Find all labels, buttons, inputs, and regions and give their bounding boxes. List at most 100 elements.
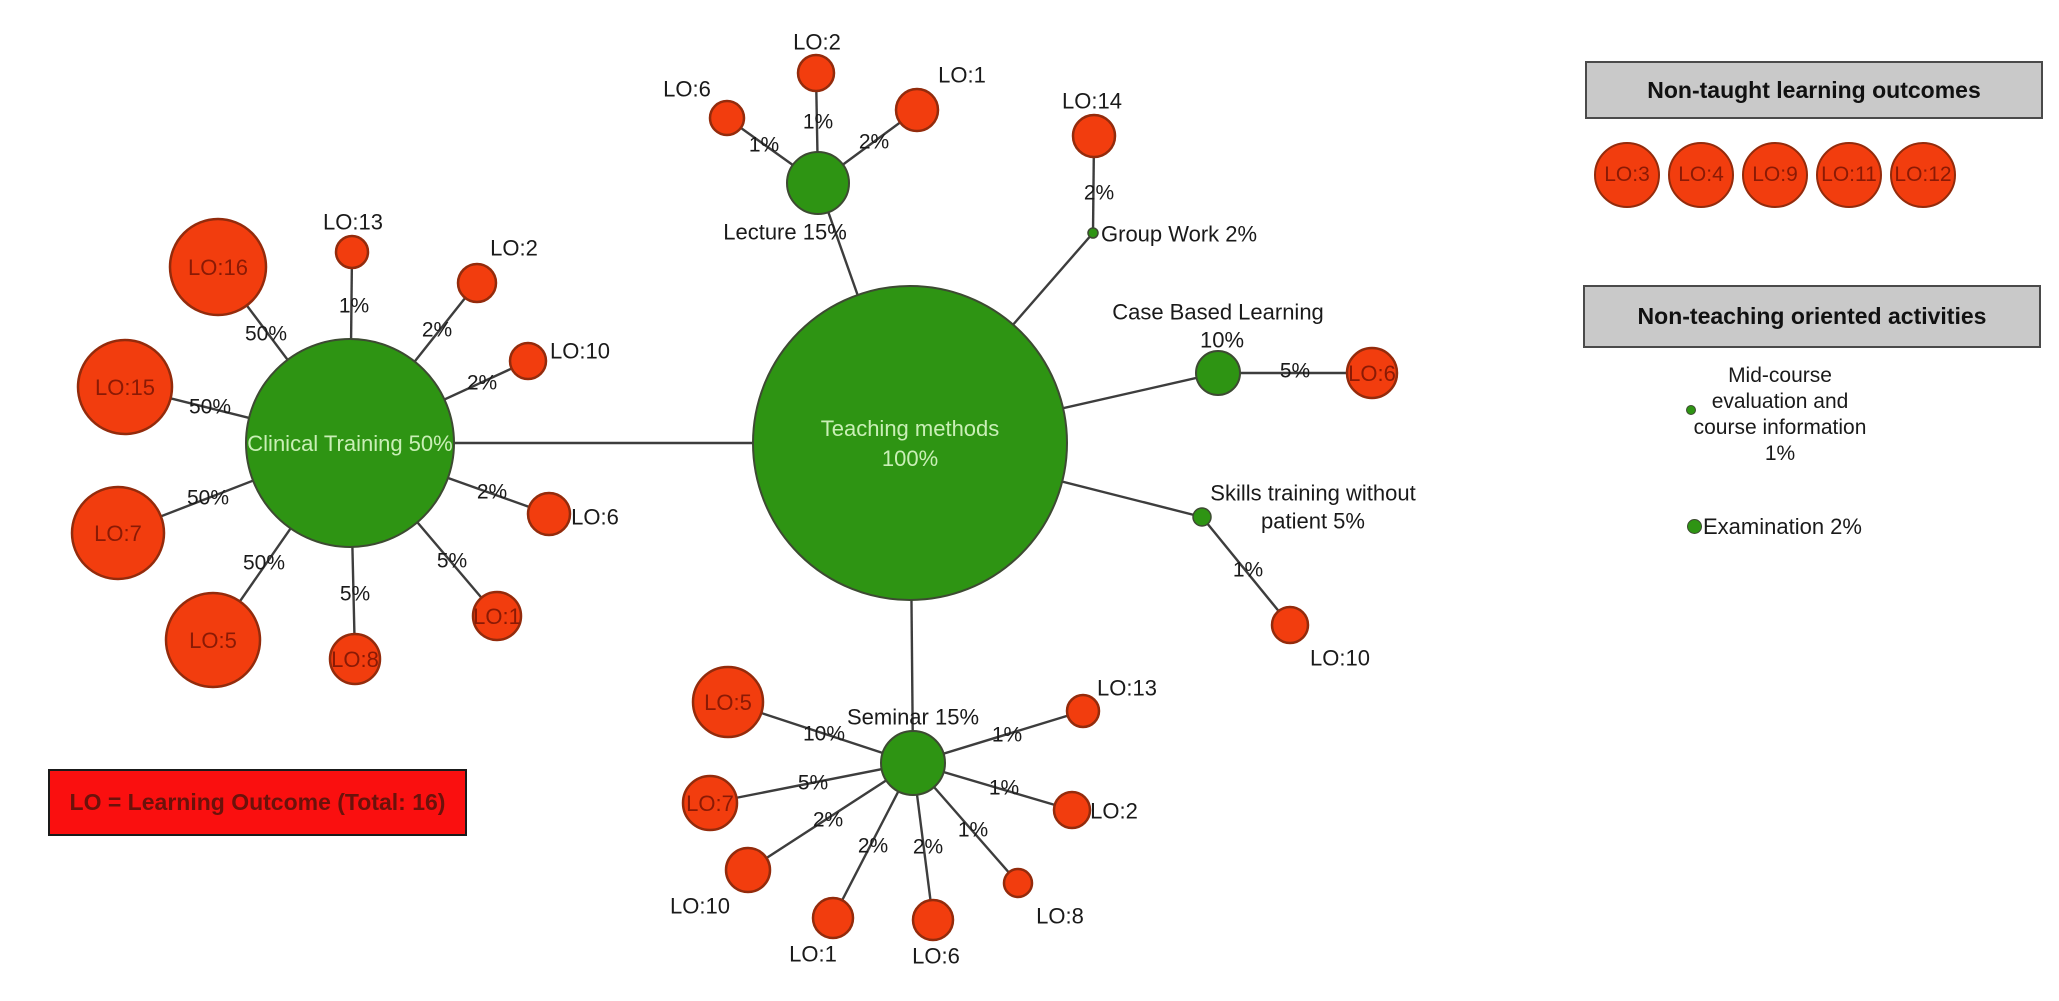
edge-pct-label: 1% <box>1233 559 1263 582</box>
node-sem-lo-5 <box>691 665 765 739</box>
node-gw-lo-14 <box>1071 113 1117 159</box>
examination-dot <box>1687 519 1702 534</box>
non-taught-lo-circle: LO:9 <box>1742 142 1808 208</box>
diagram-label: LO:6 <box>571 505 619 530</box>
diagram-label: LO:10 <box>1310 646 1370 671</box>
node-ct-lo-15 <box>76 338 174 436</box>
mid-course-dot <box>1686 405 1696 415</box>
node-lecture <box>786 151 850 215</box>
node-clinical-training <box>245 338 455 548</box>
diagram-label: LO:14 <box>1062 89 1122 114</box>
node-skills-training <box>1192 507 1212 527</box>
node-sem-lo-13 <box>1065 693 1101 729</box>
edge-pct-label: 2% <box>1084 182 1114 205</box>
edge-pct-label: 5% <box>340 583 370 606</box>
examination-note: Examination 2% <box>1703 514 1862 539</box>
edge-pct-label: 1% <box>992 724 1022 747</box>
node-cbl-lo-6 <box>1345 346 1399 400</box>
node-lec-lo-1 <box>894 87 940 133</box>
non-taught-lo-circle: LO:12 <box>1890 142 1956 208</box>
diagram-label: LO:13 <box>323 210 383 235</box>
node-sem-lo-6 <box>911 898 955 942</box>
diagram-label: Skills training without <box>1210 481 1415 506</box>
node-ct-lo-1 <box>471 590 523 642</box>
node-ct-lo-8 <box>328 632 382 686</box>
diagram-label: 10% <box>1200 328 1244 353</box>
node-lec-lo-2 <box>796 53 836 93</box>
node-sem-lo-7-label: LO:7 <box>686 791 734 816</box>
node-seminar <box>880 730 946 796</box>
node-ct-lo-7 <box>70 485 166 581</box>
edge-pct-label: 50% <box>243 552 285 575</box>
edge-pct-label: 2% <box>859 131 889 154</box>
node-cbl-lo-6-label: LO:6 <box>1348 361 1396 386</box>
node-sem-lo-2 <box>1052 790 1092 830</box>
node-teaching-methods-label: Teaching methods 100% <box>821 416 1000 471</box>
node-ct-lo-10 <box>508 341 548 381</box>
edge-pct-label: 1% <box>749 134 779 157</box>
node-sem-lo-8 <box>1002 867 1034 899</box>
node-teaching-methods <box>752 285 1068 601</box>
node-ct-lo-2 <box>456 262 498 304</box>
edge-pct-label: 2% <box>858 835 888 858</box>
node-skills-lo-10 <box>1270 605 1310 645</box>
node-sem-lo-10 <box>724 846 772 894</box>
node-lec-lo-6 <box>708 99 746 137</box>
node-ct-lo-13 <box>334 234 370 270</box>
non-taught-lo-circle: LO:3 <box>1594 142 1660 208</box>
edge-line <box>709 761 914 805</box>
edge-line <box>1201 516 1291 626</box>
node-sem-lo-7 <box>681 774 739 832</box>
node-ct-lo-6 <box>526 491 572 537</box>
node-ct-lo-16-label: LO:16 <box>188 255 248 280</box>
node-ct-lo-1-label: LO:1 <box>473 604 521 629</box>
node-ct-lo-5-label: LO:5 <box>189 628 237 653</box>
edge-pct-label: 50% <box>187 487 229 510</box>
edge-pct-label: 5% <box>1280 360 1310 383</box>
edge-pct-label: 2% <box>422 319 452 342</box>
legend-box: LO = Learning Outcome (Total: 16) <box>48 769 467 836</box>
diagram-label: Case Based Learning <box>1112 300 1324 325</box>
edge-pct-label: 5% <box>437 550 467 573</box>
non-taught-circles: LO:3 LO:4 LO:9 LO:11 LO:12 <box>1594 142 1956 208</box>
edge-pct-label: 5% <box>798 772 828 795</box>
diagram-label: LO:2 <box>793 30 841 55</box>
edge-pct-label: 1% <box>989 777 1019 800</box>
edge-pct-label: 2% <box>467 372 497 395</box>
edge-pct-label: 1% <box>339 295 369 318</box>
node-ct-lo-7-label: LO:7 <box>94 521 142 546</box>
node-ct-lo-16 <box>168 217 268 317</box>
edge-pct-label: 50% <box>189 396 231 419</box>
node-ct-lo-5 <box>164 591 262 689</box>
non-taught-lo-circle: LO:11 <box>1816 142 1882 208</box>
non-taught-lo-circle: LO:4 <box>1668 142 1734 208</box>
edge-pct-label: 1% <box>803 111 833 134</box>
diagram-label: LO:8 <box>1036 904 1084 929</box>
edge-pct-label: 2% <box>477 481 507 504</box>
node-group-work <box>1087 227 1099 239</box>
diagram-label: LO:6 <box>912 944 960 969</box>
diagram-label: patient 5% <box>1261 509 1365 534</box>
node-sem-lo-1 <box>811 896 855 940</box>
node-sem-lo-5-label: LO:5 <box>704 690 752 715</box>
diagram-label: LO:1 <box>789 942 837 967</box>
edge-pct-label: 10% <box>803 723 845 746</box>
diagram-label: LO:6 <box>663 77 711 102</box>
diagram-label: LO:10 <box>670 894 730 919</box>
diagram-label: Group Work 2% <box>1101 222 1257 247</box>
mid-course-note: Mid-course evaluation and course informa… <box>1693 364 1867 465</box>
diagram-label: LO:2 <box>490 236 538 261</box>
non-teaching-header: Non-teaching oriented activities <box>1583 285 2041 348</box>
node-clinical-training-label: Clinical Training 50% <box>247 431 452 456</box>
edge-pct-label: 1% <box>958 819 988 842</box>
diagram-label: LO:2 <box>1090 799 1138 824</box>
diagram-label: LO:13 <box>1097 676 1157 701</box>
edge-pct-label: 2% <box>913 836 943 859</box>
edge-pct-label: 50% <box>245 323 287 346</box>
diagram-label: Seminar 15% <box>847 705 979 730</box>
non-taught-header: Non-taught learning outcomes <box>1585 61 2043 119</box>
edge-pct-label: 2% <box>813 809 843 832</box>
node-ct-lo-8-label: LO:8 <box>331 647 379 672</box>
